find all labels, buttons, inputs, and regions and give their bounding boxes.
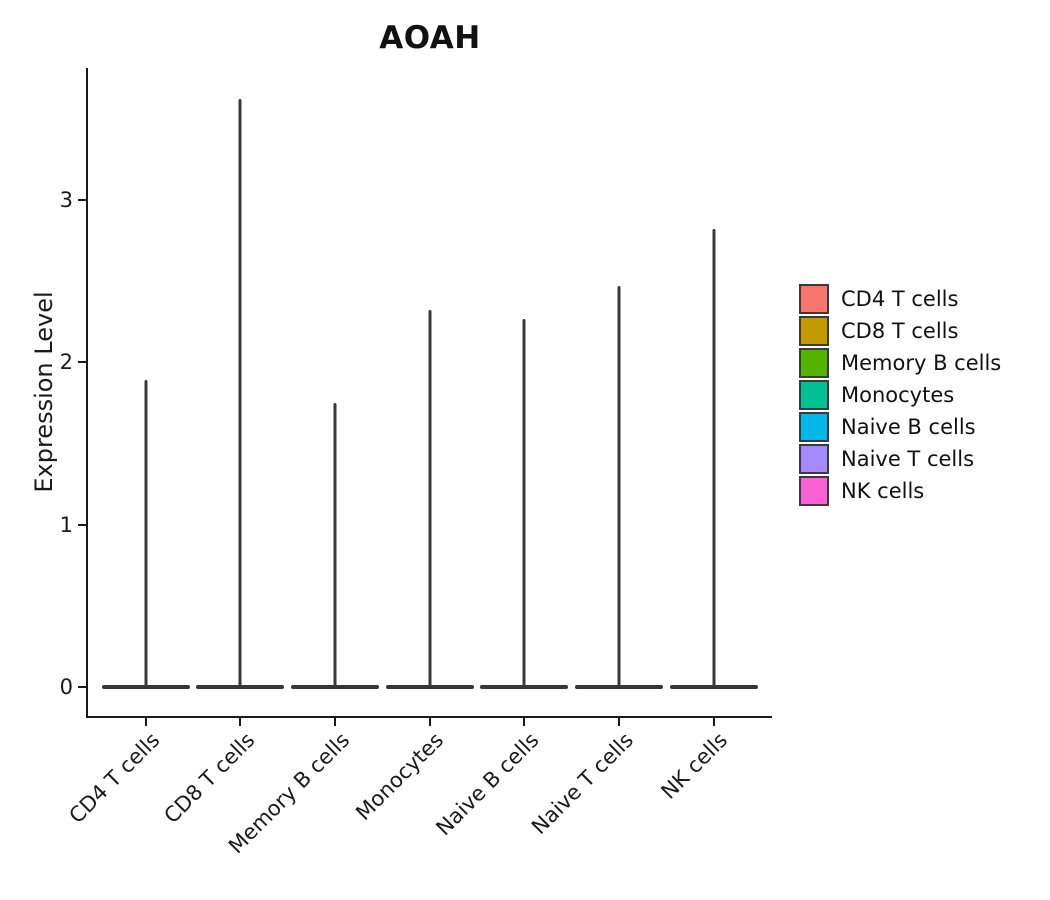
- legend-label: CD8 T cells: [841, 319, 959, 343]
- x-axis-line: [86, 716, 772, 718]
- x-tick-label: CD4 T cells: [64, 728, 165, 829]
- legend-item: Naive T cells: [799, 444, 974, 474]
- legend-swatch: [799, 348, 829, 378]
- legend-swatch: [799, 412, 829, 442]
- violin-base-cd4-t-cells: [101, 685, 190, 689]
- violin-spike-monocytes: [428, 310, 432, 687]
- violin-spike-cd8-t-cells: [238, 99, 242, 687]
- legend-item: Monocytes: [799, 380, 954, 410]
- violin-base-memory-b-cells: [290, 685, 379, 689]
- violin-spike-nk-cells: [712, 229, 716, 687]
- legend-swatch: [799, 444, 829, 474]
- legend-item: CD4 T cells: [799, 284, 958, 314]
- legend-swatch: [799, 380, 829, 410]
- violin-base-naive-t-cells: [575, 685, 663, 689]
- x-tick-mark: [618, 718, 620, 726]
- y-tick-label: 2: [59, 350, 73, 375]
- legend-label: Naive T cells: [841, 447, 975, 471]
- violin-spike-naive-b-cells: [522, 318, 526, 687]
- y-tick-mark: [78, 686, 87, 688]
- x-tick-label: NK cells: [656, 728, 733, 804]
- x-tick-mark: [144, 718, 147, 726]
- y-tick-label: 0: [59, 675, 73, 699]
- y-tick-mark: [78, 361, 87, 364]
- y-tick-mark: [78, 523, 87, 526]
- violin-spike-naive-t-cells: [617, 286, 621, 687]
- plot-title: AOAH: [379, 20, 481, 56]
- legend-swatch: [799, 316, 829, 346]
- y-axis-line: [86, 68, 88, 718]
- violin-base-nk-cells: [669, 685, 758, 689]
- x-tick-label: CD8 T cells: [159, 728, 260, 829]
- y-tick-label: 3: [59, 188, 73, 212]
- x-tick-mark: [239, 718, 242, 726]
- x-tick-mark: [523, 718, 526, 726]
- legend-swatch: [799, 284, 829, 314]
- x-tick-mark: [712, 718, 715, 726]
- y-tick-mark: [78, 199, 87, 201]
- y-axis-label: Expression Level: [30, 291, 58, 493]
- legend-label: CD4 T cells: [841, 287, 959, 311]
- violin-base-cd8-t-cells: [196, 685, 285, 689]
- violin-base-naive-b-cells: [480, 685, 569, 689]
- legend-item: Naive B cells: [799, 412, 976, 442]
- legend-item: Memory B cells: [799, 348, 1001, 378]
- legend-swatch: [799, 476, 829, 506]
- legend-label: Monocytes: [841, 383, 955, 407]
- x-tick-mark: [428, 718, 431, 726]
- y-tick-label: 1: [59, 512, 73, 537]
- legend-item: CD8 T cells: [799, 316, 958, 346]
- violin-base-monocytes: [385, 685, 474, 689]
- legend-label: Naive B cells: [841, 415, 976, 439]
- legend-label: NK cells: [841, 479, 925, 503]
- x-tick-label: Monocytes: [351, 728, 449, 826]
- violin-spike-memory-b-cells: [333, 402, 337, 687]
- x-tick-mark: [333, 718, 336, 726]
- violin-spike-cd4-t-cells: [144, 380, 147, 687]
- legend-label: Memory B cells: [841, 351, 1002, 375]
- legend-item: NK cells: [799, 476, 924, 506]
